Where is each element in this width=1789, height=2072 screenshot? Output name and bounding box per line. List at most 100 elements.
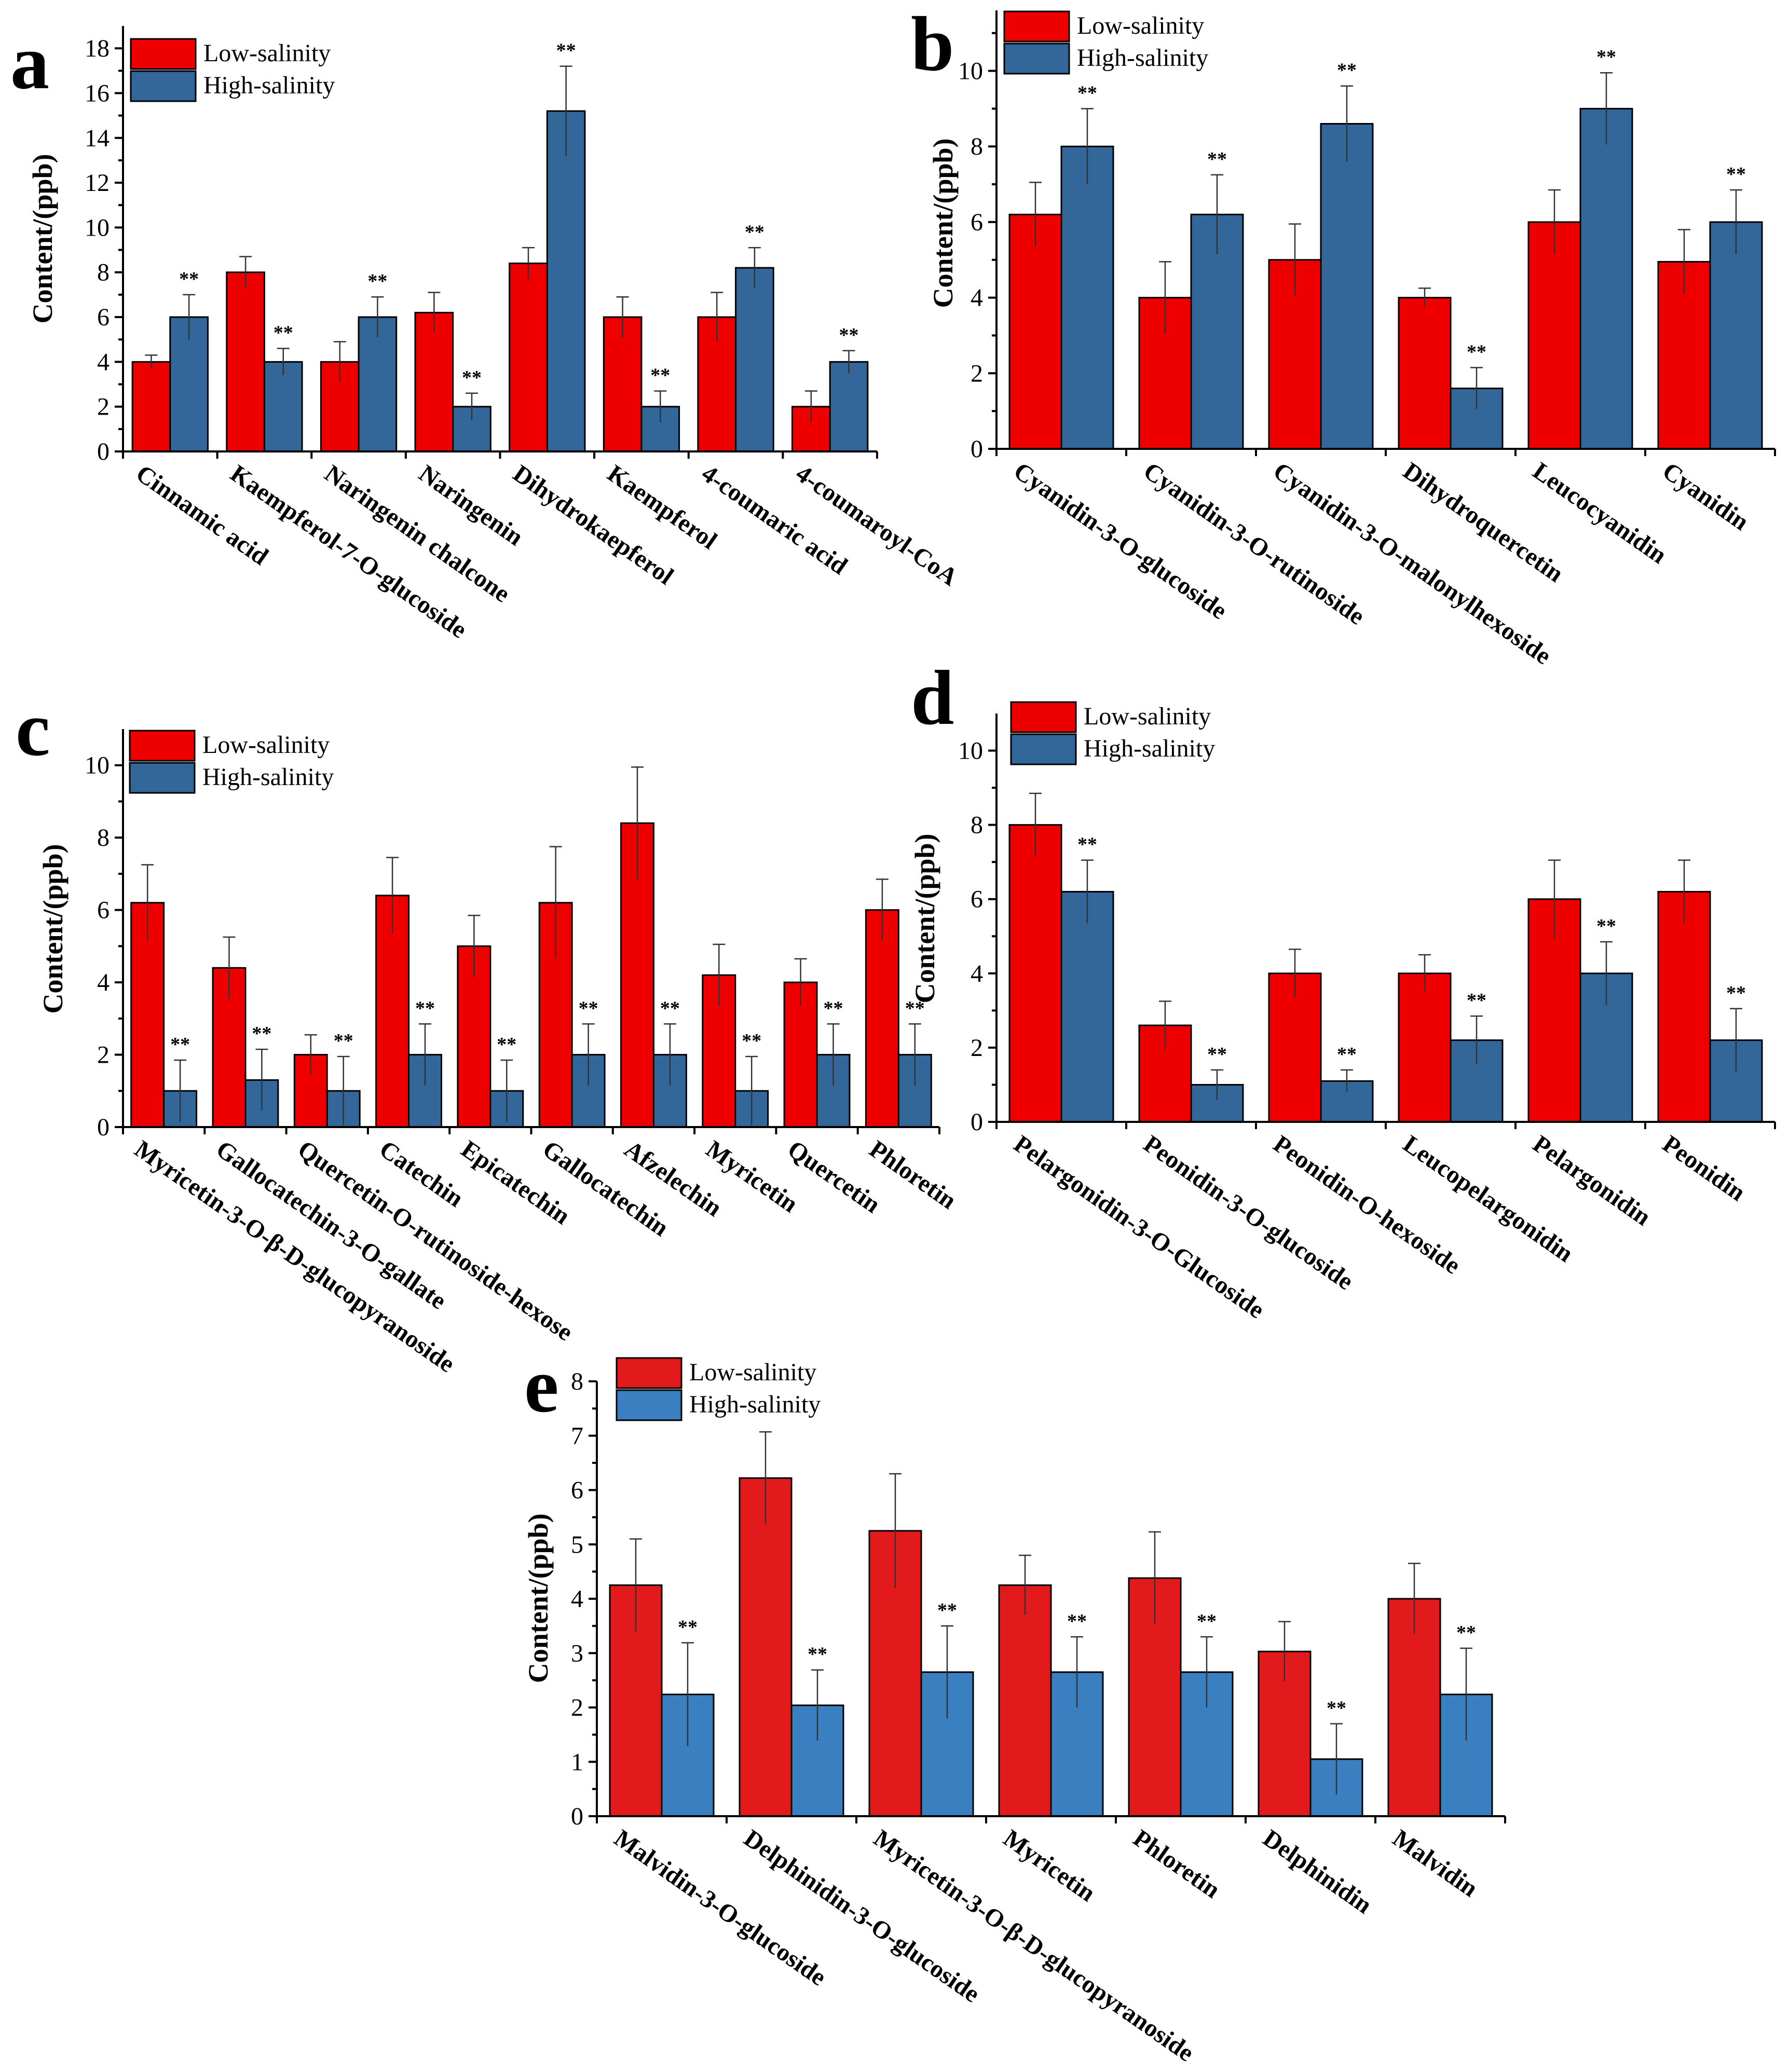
error-bar-e-low-5 xyxy=(1278,1621,1291,1682)
y-tick-label-d-4: 8 xyxy=(971,812,983,839)
bar-b-high-2 xyxy=(1320,123,1374,450)
legend-label-a-high: High-salinity xyxy=(203,72,335,99)
significance-mark-c-6: ** xyxy=(660,997,680,1019)
category-label-a-7: 4-coumaroyl-CoA xyxy=(791,460,963,592)
error-bar-a-high-5 xyxy=(654,390,667,422)
error-bar-a-high-1 xyxy=(277,348,290,376)
significance-mark-c-2: ** xyxy=(334,1030,353,1052)
error-bar-d-low-5 xyxy=(1678,859,1690,924)
error-bar-c-low-3 xyxy=(386,857,399,934)
legend-swatch-d-low xyxy=(1010,701,1077,733)
significance-mark-d-5: ** xyxy=(1726,982,1746,1004)
significance-mark-a-4: ** xyxy=(556,40,576,62)
error-bar-c-high-0 xyxy=(174,1059,187,1122)
y-tick-label-d-3: 6 xyxy=(971,886,983,913)
significance-mark-e-4: ** xyxy=(1197,1610,1217,1632)
significance-mark-c-5: ** xyxy=(579,997,598,1019)
significance-mark-a-1: ** xyxy=(274,322,293,344)
bar-a-low-4 xyxy=(509,262,548,452)
error-bar-d-low-4 xyxy=(1548,859,1561,938)
error-bar-a-low-7 xyxy=(804,390,817,422)
significance-mark-c-3: ** xyxy=(415,997,435,1019)
category-label-e-5: Delphinidin xyxy=(1258,1824,1377,1919)
y-axis-label-d: Content/(ppb) xyxy=(909,833,940,1003)
significance-mark-b-5: ** xyxy=(1726,163,1746,185)
y-tick-label-a-3: 6 xyxy=(97,304,110,331)
bar-e-high-1 xyxy=(790,1704,844,1817)
legend-label-d-high: High-salinity xyxy=(1084,735,1215,762)
error-bar-c-high-4 xyxy=(500,1059,513,1122)
y-tick-label-a-1: 2 xyxy=(97,393,110,421)
legend-label-d-low: Low-salinity xyxy=(1084,703,1211,730)
error-bar-e-low-4 xyxy=(1149,1531,1161,1625)
error-bar-a-high-2 xyxy=(371,296,384,337)
panel-letter-a: a xyxy=(10,19,49,105)
y-tick-label-a-7: 14 xyxy=(85,125,110,152)
chart-panel-e: ** Malvidin-3-O-glucoside ** Delphinidin-3-… xyxy=(523,1342,1506,2067)
error-bar-e-high-0 xyxy=(681,1642,694,1746)
bar-a-high-6 xyxy=(735,267,774,452)
y-tick-label-a-4: 8 xyxy=(97,259,110,286)
y-tick-label-b-5: 10 xyxy=(958,58,983,85)
legend-swatch-c-low xyxy=(129,730,196,762)
y-axis-label-a: Content/(ppb) xyxy=(27,154,58,323)
significance-mark-a-3: ** xyxy=(462,367,482,389)
bar-d-low-5 xyxy=(1657,890,1711,1123)
error-bar-d-low-2 xyxy=(1289,949,1301,998)
legend-swatch-d-high xyxy=(1010,733,1077,765)
error-bar-b-low-5 xyxy=(1678,229,1690,294)
error-bar-b-high-4 xyxy=(1600,72,1613,145)
legend-label-c-high: High-salinity xyxy=(202,763,334,791)
significance-mark-d-1: ** xyxy=(1207,1044,1227,1065)
bar-b-high-4 xyxy=(1579,107,1633,450)
bar-a-low-1 xyxy=(226,271,265,452)
error-bar-c-high-6 xyxy=(663,1023,676,1086)
category-label-e-0: Malvidin-3-O-glucoside xyxy=(609,1824,831,1992)
bar-a-high-4 xyxy=(546,110,586,452)
category-label-b-5: Cyanidin xyxy=(1658,457,1754,536)
bar-e-low-3 xyxy=(998,1584,1052,1817)
bar-b-low-4 xyxy=(1527,221,1581,450)
bar-b-low-0 xyxy=(1008,213,1062,450)
y-tick-label-b-1: 2 xyxy=(971,360,983,387)
significance-mark-a-5: ** xyxy=(650,364,670,386)
error-bar-a-high-4 xyxy=(559,65,572,156)
y-tick-label-a-6: 12 xyxy=(85,169,110,197)
y-tick-label-a-0: 0 xyxy=(97,438,110,465)
error-bar-e-low-1 xyxy=(759,1431,772,1525)
error-bar-d-high-4 xyxy=(1600,941,1613,1005)
error-bar-e-high-3 xyxy=(1071,1636,1083,1708)
significance-mark-e-6: ** xyxy=(1456,1622,1476,1643)
category-label-d-0: Pelargonidin-3-O-Glucoside xyxy=(1009,1130,1269,1324)
error-bar-a-high-6 xyxy=(748,247,761,288)
significance-mark-c-8: ** xyxy=(824,997,843,1019)
error-bar-c-low-4 xyxy=(468,914,481,977)
error-bar-c-low-5 xyxy=(549,846,562,959)
error-bar-e-low-6 xyxy=(1408,1562,1421,1635)
category-label-b-1: Cyanidin-3-O-rutinoside xyxy=(1139,457,1370,630)
y-tick-label-a-5: 10 xyxy=(85,214,110,241)
error-bar-e-high-4 xyxy=(1200,1636,1213,1708)
error-bar-c-low-6 xyxy=(631,766,644,880)
error-bar-d-high-0 xyxy=(1081,859,1094,924)
bar-e-low-1 xyxy=(739,1477,793,1817)
y-tick-label-a-2: 4 xyxy=(97,348,110,376)
error-bar-c-low-0 xyxy=(141,864,154,941)
error-bar-c-low-1 xyxy=(223,936,236,999)
error-bar-c-high-3 xyxy=(419,1023,432,1086)
category-label-c-8: Quercetin xyxy=(783,1135,885,1219)
error-bar-d-high-1 xyxy=(1211,1069,1223,1100)
legend-swatch-e-high xyxy=(616,1389,682,1421)
y-tick-label-b-4: 8 xyxy=(971,133,983,160)
significance-mark-e-2: ** xyxy=(937,1599,957,1621)
chart-panel-d: ** Pelargonidin-3-O-Glucoside ** Peonidin-3… xyxy=(909,655,1776,1324)
y-tick-label-d-2: 4 xyxy=(971,960,983,987)
significance-mark-d-3: ** xyxy=(1467,990,1486,1011)
y-tick-label-e-3: 3 xyxy=(571,1640,583,1667)
bar-a-low-0 xyxy=(131,361,171,452)
error-bar-a-low-0 xyxy=(145,354,158,369)
chart-panel-c: **Myricetin-3-O-β-D-glucopyranoside**Gal… xyxy=(16,686,961,1378)
error-bar-b-high-2 xyxy=(1341,85,1353,162)
error-bar-d-high-5 xyxy=(1730,1008,1742,1072)
error-bar-b-high-3 xyxy=(1470,367,1483,409)
